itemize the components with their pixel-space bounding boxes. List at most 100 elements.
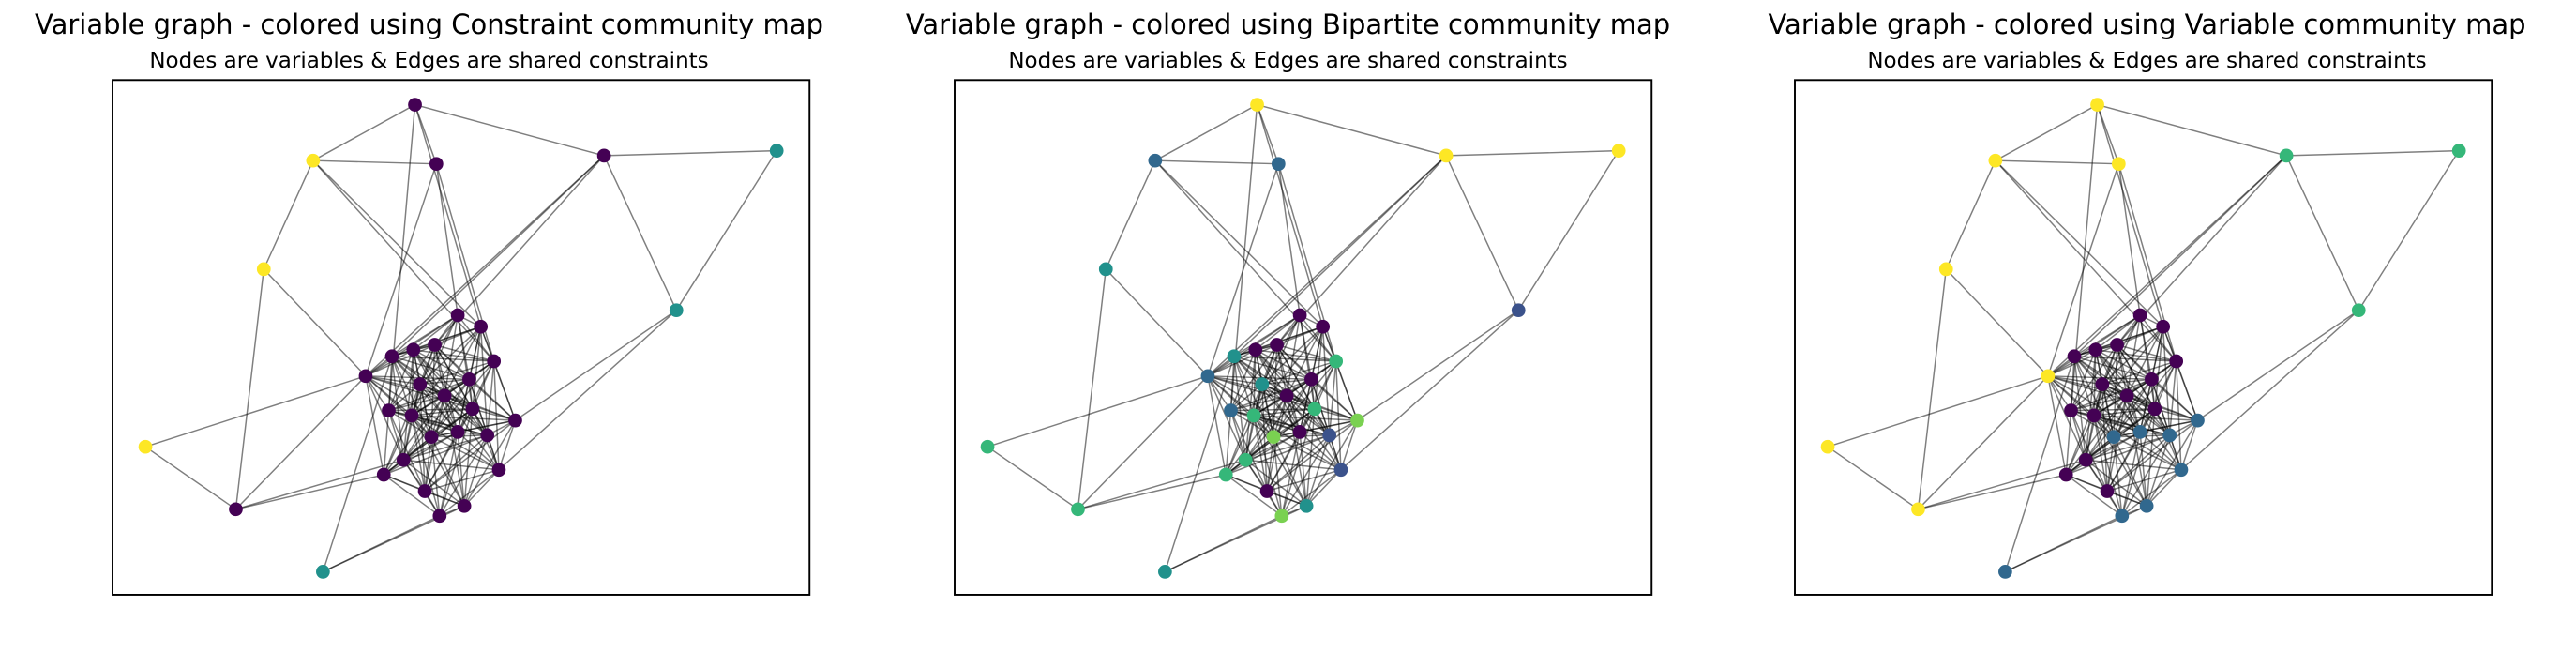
- graph-edge: [1229, 410, 1268, 492]
- graph-edge: [492, 360, 517, 421]
- graph-node: [2106, 430, 2121, 445]
- graph-node: [413, 377, 428, 391]
- graph-node: [480, 428, 495, 443]
- graph-edge: [468, 378, 516, 421]
- graph-edge: [2126, 395, 2182, 471]
- graph-edge: [2286, 149, 2460, 157]
- graph-node: [2147, 402, 2162, 417]
- graph-edge: [675, 150, 777, 311]
- graph-node: [1911, 502, 1925, 517]
- graph-edge: [2180, 419, 2199, 470]
- graph-node: [1227, 349, 1242, 364]
- graph-edge: [987, 375, 1209, 448]
- graph-edge: [2047, 155, 2287, 377]
- graph-node: [2451, 144, 2466, 159]
- graph-node: [2064, 403, 2078, 418]
- graph-edge: [1281, 432, 1301, 516]
- graph-edge: [1261, 384, 1274, 437]
- graph-edge: [387, 410, 404, 461]
- graph-edge: [1207, 349, 1257, 377]
- graph-edge: [1305, 434, 1331, 507]
- graph-node: [424, 430, 439, 445]
- graph-node: [2174, 463, 2189, 478]
- graph-edge: [1299, 360, 1337, 433]
- graph-node: [2119, 388, 2134, 403]
- graph-edge: [1253, 415, 1283, 517]
- graph-edge: [2285, 155, 2359, 311]
- graph-node: [406, 342, 421, 357]
- graph-edge: [387, 349, 414, 411]
- graph-edge: [1995, 103, 2098, 161]
- graph-edge: [413, 349, 445, 397]
- graph-edge: [1261, 360, 1336, 386]
- graph-node: [1200, 369, 1215, 384]
- graph-edge: [463, 434, 489, 507]
- graph-edge: [1154, 103, 1258, 161]
- graph-edge: [1517, 150, 1619, 311]
- graph-edge: [2139, 314, 2177, 362]
- graph-edge: [1229, 349, 1257, 411]
- graph-edge: [1286, 395, 1358, 421]
- graph-edge: [2085, 415, 2095, 461]
- graph-node: [2169, 354, 2184, 369]
- graph-edge: [430, 436, 441, 516]
- graph-edge: [1299, 314, 1316, 409]
- graph-node: [450, 425, 465, 439]
- graph-edge: [1286, 395, 1331, 436]
- graph-edge: [1077, 459, 1246, 510]
- graph-edge: [444, 395, 516, 421]
- graph-node: [474, 319, 489, 334]
- panel-title: Variable graph - colored using Constrain…: [35, 8, 823, 40]
- graph-edge: [388, 408, 473, 412]
- graph-plot: [1794, 79, 2493, 596]
- graph-edge: [1207, 343, 1277, 377]
- graph-edge: [1310, 378, 1358, 421]
- graph-edge: [365, 375, 470, 381]
- graph-edge: [1276, 343, 1336, 362]
- graph-edge: [2095, 349, 2152, 380]
- graph-node: [1511, 303, 1526, 318]
- graph-edge: [2126, 395, 2198, 421]
- graph-plot: [112, 79, 811, 596]
- graph-edge: [2096, 104, 2164, 327]
- graph-node: [429, 157, 444, 172]
- panel-subtitle: Nodes are variables & Edges are shared c…: [1008, 49, 1568, 73]
- graph-edge: [444, 326, 482, 397]
- graph-edge: [1230, 408, 1315, 412]
- node-group: [138, 98, 784, 579]
- graph-node: [417, 484, 432, 498]
- graph-node: [1158, 565, 1172, 579]
- graph-edge: [2126, 326, 2164, 397]
- graph-edge: [472, 408, 516, 421]
- graph-node: [408, 98, 422, 112]
- graph-node: [404, 408, 419, 423]
- graph-edge: [1299, 432, 1307, 507]
- graph-edge: [413, 349, 494, 362]
- graph-edge: [2071, 395, 2128, 412]
- graph-edge: [439, 434, 489, 517]
- graph-edge: [2126, 395, 2147, 507]
- graph-edge: [411, 415, 488, 436]
- graph-node: [1071, 502, 1085, 517]
- graph-edge: [2093, 415, 2198, 421]
- graph-edge: [2065, 395, 2128, 476]
- graph-edge: [1207, 375, 1312, 381]
- graph-edge: [365, 375, 390, 412]
- graph-edge: [498, 419, 517, 470]
- graph-node: [2078, 452, 2093, 467]
- graph-edge: [1945, 159, 1996, 270]
- graph-node: [2100, 484, 2115, 498]
- graph-node: [1304, 372, 1318, 387]
- graph-edge: [2126, 395, 2171, 436]
- graph-edge: [1225, 415, 1255, 476]
- graph-edge: [419, 360, 494, 386]
- graph-edge: [1154, 159, 1279, 165]
- panel-variable: Variable graph - colored using Variable …: [1718, 0, 2576, 668]
- graph-node: [1279, 388, 1294, 403]
- graph-edge: [1105, 268, 1209, 377]
- graph-edge: [2093, 415, 2147, 507]
- graph-edge: [1917, 375, 2049, 510]
- graph-edge: [1255, 349, 1288, 397]
- graph-edge: [1286, 395, 1307, 507]
- graph-edge: [414, 104, 482, 327]
